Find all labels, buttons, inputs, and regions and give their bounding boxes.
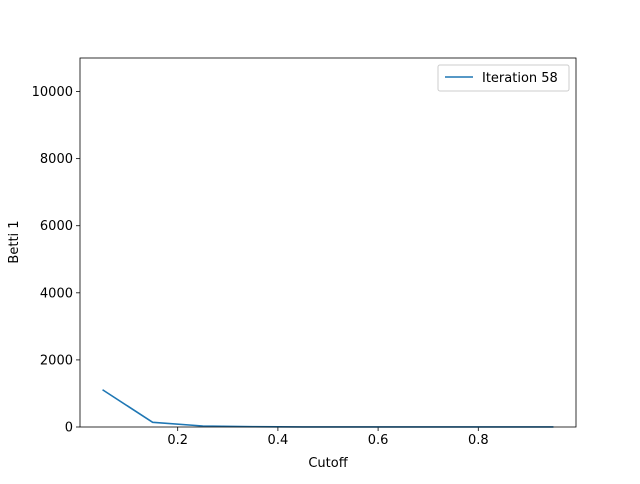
legend: Iteration 58 [437,64,570,92]
y-tick-label: 8000 [40,152,73,167]
x-tick-label: 0.8 [468,433,489,448]
y-tick-label: 2000 [40,353,73,368]
y-tick-label: 4000 [40,286,73,301]
x-axis-ticks: 0.2 0.4 0.6 0.8 [167,427,489,448]
x-tick-label: 0.2 [167,433,188,448]
x-tick-label: 0.4 [268,433,289,448]
y-tick-label: 0 [65,421,73,436]
plot-area [80,58,576,427]
y-tick-label: 10000 [32,85,73,100]
x-tick-label: 0.6 [368,433,389,448]
x-axis-label: Cutoff [308,456,348,471]
plot-frame [79,57,577,428]
y-axis-ticks: 0 2000 4000 6000 8000 10000 [32,85,80,436]
legend-box [437,64,570,92]
y-axis-label: Betti 1 [7,220,22,263]
y-tick-label: 6000 [40,219,73,234]
legend-label: Iteration 58 [482,71,558,86]
